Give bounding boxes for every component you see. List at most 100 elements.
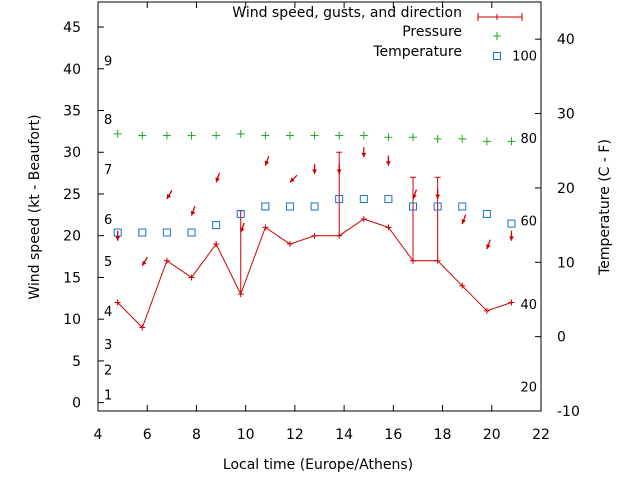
- wind-direction-arrow: [264, 155, 270, 166]
- y2-tick-label: 0: [557, 330, 566, 346]
- x-tick-label: 4: [94, 427, 103, 443]
- fahrenheit-label: 80: [520, 132, 537, 147]
- arrow-head: [215, 177, 220, 183]
- temperature-point: [261, 202, 270, 211]
- wind-speed-point: [213, 241, 220, 248]
- beaufort-label: 7: [104, 163, 112, 178]
- wind-speed-point: [459, 282, 466, 289]
- temperature-point: [335, 195, 344, 204]
- pressure-point: [384, 133, 393, 142]
- wind-direction-arrow: [509, 230, 514, 241]
- pressure-point: [138, 131, 147, 140]
- x-tick-label: 18: [434, 427, 452, 443]
- x-tick-label: 16: [384, 427, 402, 443]
- beaufort-label: 2: [104, 363, 112, 378]
- temperature-point: [384, 195, 393, 204]
- wind-direction-arrow: [386, 155, 391, 166]
- wind-direction-arrow: [486, 239, 491, 250]
- arrow-head: [239, 227, 245, 233]
- arrow-head: [115, 236, 121, 241]
- arrow-head: [486, 244, 491, 250]
- wind-speed-point: [385, 224, 392, 231]
- pressure-point: [162, 131, 171, 140]
- arrow-head: [435, 194, 441, 199]
- beaufort-label: 9: [104, 54, 112, 69]
- pressure-point: [236, 129, 245, 138]
- fahrenheit-label: 100: [512, 50, 537, 65]
- y-tick-label: 0: [72, 396, 81, 412]
- fahrenheit-label: 60: [520, 215, 537, 230]
- arrow-head: [386, 161, 391, 166]
- wind-speed-point: [434, 257, 441, 264]
- x-tick-label: 6: [143, 427, 152, 443]
- pressure-point: [261, 131, 270, 140]
- x-tick-label: 10: [237, 427, 255, 443]
- y2-tick-label: 10: [557, 255, 575, 271]
- pressure-point: [285, 131, 294, 140]
- beaufort-label: 8: [104, 113, 112, 128]
- legend-swatch-pressure: [493, 32, 501, 40]
- x-tick-label: 8: [192, 427, 201, 443]
- y-tick-label: 45: [63, 20, 81, 36]
- legend-swatch-temperature: [493, 52, 501, 60]
- x-tick-label: 20: [483, 427, 501, 443]
- temperature-point: [310, 202, 319, 211]
- pressure-point: [409, 133, 418, 142]
- temperature-point: [187, 228, 196, 237]
- wind-speed-point: [237, 291, 244, 298]
- y2-tick-label: 40: [557, 32, 575, 48]
- y-tick-label: 30: [63, 145, 81, 161]
- wind-speed-point: [262, 224, 269, 231]
- wind-direction-arrow: [435, 188, 441, 199]
- wind-speed-point: [336, 232, 343, 239]
- wind-direction-arrow: [215, 172, 221, 183]
- pressure-point: [507, 137, 516, 146]
- y-tick-label: 25: [63, 187, 81, 203]
- y-axis-title: Wind speed (kt - Beaufort): [27, 114, 43, 299]
- beaufort-label: 6: [104, 213, 112, 228]
- wind-speed-point: [508, 299, 515, 306]
- y-tick-label: 10: [63, 312, 81, 328]
- temperature-point: [236, 209, 245, 218]
- wind-speed-point: [483, 307, 490, 314]
- y2-tick-label: -10: [557, 404, 580, 420]
- arrow-head: [142, 260, 147, 266]
- wind-speed-point: [163, 257, 170, 264]
- x-tick-label: 22: [532, 427, 550, 443]
- temperature-point: [138, 228, 147, 237]
- pressure-point: [433, 134, 442, 143]
- temperature-point: [113, 228, 122, 237]
- x-tick-label: 14: [335, 427, 353, 443]
- wind-direction-arrow: [336, 163, 342, 174]
- arrow-head: [264, 160, 270, 166]
- pressure-point: [187, 131, 196, 140]
- temperature-point: [409, 202, 418, 211]
- beaufort-label: 1: [104, 388, 112, 403]
- y2-axis-title: Temperature (C - F): [597, 139, 613, 276]
- wind-speed-point: [188, 274, 195, 281]
- pressure-point: [113, 129, 122, 138]
- temperature-point: [507, 219, 516, 228]
- temperature-point: [162, 228, 171, 237]
- arrow-head: [361, 152, 367, 158]
- arrow-head: [412, 194, 417, 199]
- y2-tick-label: 20: [557, 181, 575, 197]
- y-tick-label: 20: [63, 229, 81, 245]
- legend-label: Pressure: [402, 24, 462, 40]
- legend-swatch-wind-mark: [494, 14, 500, 20]
- wind-speed-point: [286, 241, 293, 248]
- legend-label: Wind speed, gusts, and direction: [232, 5, 462, 21]
- temperature-point: [359, 195, 368, 204]
- temperature-point: [433, 202, 442, 211]
- wind-direction-arrow: [412, 189, 418, 200]
- beaufort-label: 3: [104, 338, 112, 353]
- wind-direction-arrow: [190, 206, 196, 216]
- arrow-head: [312, 169, 317, 174]
- arrow-head: [289, 177, 295, 183]
- pressure-point: [335, 131, 344, 140]
- plot-frame: [97, 1, 542, 412]
- temperature-point: [212, 221, 221, 230]
- temperature-point: [285, 202, 294, 211]
- wind-direction-arrow: [289, 174, 298, 183]
